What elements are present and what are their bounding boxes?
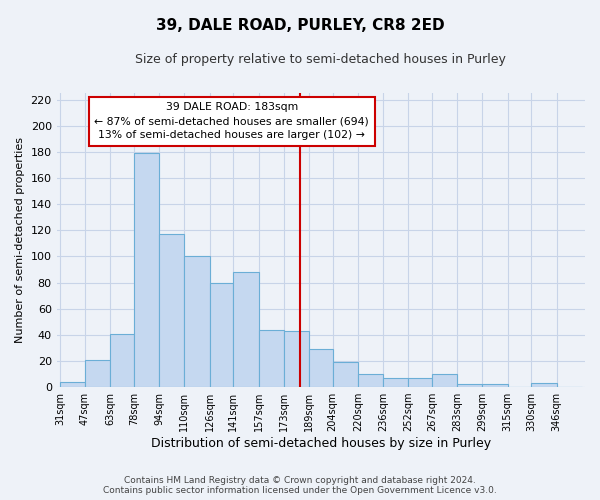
Bar — [482, 384, 508, 387]
Bar — [159, 234, 184, 387]
Bar — [233, 272, 259, 387]
Bar — [309, 349, 332, 387]
Text: Contains HM Land Registry data © Crown copyright and database right 2024.
Contai: Contains HM Land Registry data © Crown c… — [103, 476, 497, 495]
Text: 39, DALE ROAD, PURLEY, CR8 2ED: 39, DALE ROAD, PURLEY, CR8 2ED — [155, 18, 445, 32]
Text: 39 DALE ROAD: 183sqm
← 87% of semi-detached houses are smaller (694)
13% of semi: 39 DALE ROAD: 183sqm ← 87% of semi-detac… — [94, 102, 369, 140]
Bar — [110, 334, 134, 387]
Bar — [259, 330, 284, 387]
X-axis label: Distribution of semi-detached houses by size in Purley: Distribution of semi-detached houses by … — [151, 437, 491, 450]
Bar — [358, 374, 383, 387]
Bar — [184, 256, 209, 387]
Bar — [383, 378, 409, 387]
Bar — [60, 382, 85, 387]
Bar — [332, 362, 358, 387]
Title: Size of property relative to semi-detached houses in Purley: Size of property relative to semi-detach… — [136, 52, 506, 66]
Bar — [284, 331, 309, 387]
Bar — [85, 360, 110, 387]
Bar — [432, 374, 457, 387]
Bar — [457, 384, 482, 387]
Bar — [209, 282, 233, 387]
Bar — [134, 153, 159, 387]
Bar — [409, 378, 432, 387]
Y-axis label: Number of semi-detached properties: Number of semi-detached properties — [15, 137, 25, 343]
Bar — [532, 383, 557, 387]
